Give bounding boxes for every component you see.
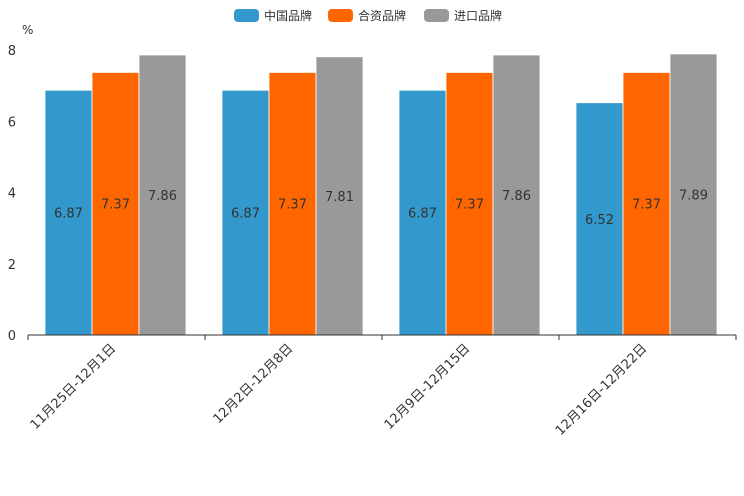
y-tick-label: 4	[8, 187, 16, 202]
bar[interactable]	[138, 54, 187, 336]
x-tick-label: 11月25日-12月1日	[28, 341, 120, 433]
bar[interactable]	[445, 72, 494, 336]
bar-value-label: 7.37	[101, 198, 130, 213]
bar[interactable]	[315, 56, 364, 336]
bar-value-label: 7.86	[502, 189, 531, 204]
bars: 6.87 7.37 7.86 6.87 7.37 7.81 6.87 7.37 7.86 6.52…	[44, 53, 718, 336]
y-tick-label: 0	[8, 329, 16, 344]
bar[interactable]	[221, 89, 270, 336]
bar[interactable]	[44, 89, 93, 336]
y-tick-label: 2	[8, 258, 16, 273]
x-axis: 11月25日-12月1日 12月2日-12月8日 12月9日-12月15日 12月16…	[27, 334, 737, 439]
y-axis: 0 2 4 6 8	[8, 44, 16, 344]
legend-label: 中国品牌	[264, 8, 312, 23]
legend-item[interactable]: 合资品牌	[328, 8, 406, 23]
x-tick-label: 12月9日-12月15日	[382, 341, 474, 433]
bar-value-label: 7.37	[632, 198, 661, 213]
bar-value-label: 7.86	[148, 189, 177, 204]
bar-value-label: 7.89	[679, 188, 708, 203]
bar-value-label: 6.52	[585, 213, 614, 228]
bar[interactable]	[268, 72, 317, 336]
bar-value-label: 7.37	[455, 198, 484, 213]
legend-label: 合资品牌	[358, 8, 406, 23]
bar[interactable]	[575, 102, 624, 336]
x-tick-label: 12月2日-12月8日	[211, 341, 297, 427]
bar[interactable]	[669, 53, 718, 336]
y-tick-label: 8	[8, 44, 16, 59]
legend-swatch	[234, 9, 259, 22]
legend-label: 进口品牌	[454, 9, 502, 23]
bar-value-label: 7.81	[325, 190, 354, 205]
bar-value-label: 6.87	[231, 207, 260, 222]
bar-value-label: 6.87	[54, 207, 83, 222]
bar-value-label: 6.87	[408, 207, 437, 222]
bar-value-label: 7.37	[278, 198, 307, 213]
legend-item[interactable]: 中国品牌	[234, 8, 312, 23]
legend: 中国品牌 合资品牌 进口品牌	[234, 8, 502, 23]
bar[interactable]	[91, 72, 140, 336]
y-tick-label: 6	[8, 115, 16, 130]
legend-swatch	[328, 9, 353, 22]
legend-swatch	[424, 9, 449, 22]
y-axis-unit-label: %	[22, 23, 33, 37]
legend-item[interactable]: 进口品牌	[424, 9, 502, 23]
x-tick-label: 12月16日-12月22日	[553, 341, 650, 438]
